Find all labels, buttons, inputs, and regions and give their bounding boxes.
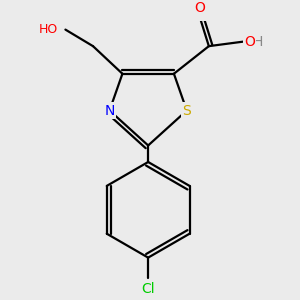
Text: O: O <box>194 1 205 14</box>
Text: O: O <box>244 34 255 49</box>
Text: N: N <box>104 103 115 118</box>
Text: S: S <box>182 103 191 118</box>
Text: H: H <box>252 34 263 49</box>
Text: Cl: Cl <box>141 282 155 296</box>
Text: HO: HO <box>39 23 58 36</box>
